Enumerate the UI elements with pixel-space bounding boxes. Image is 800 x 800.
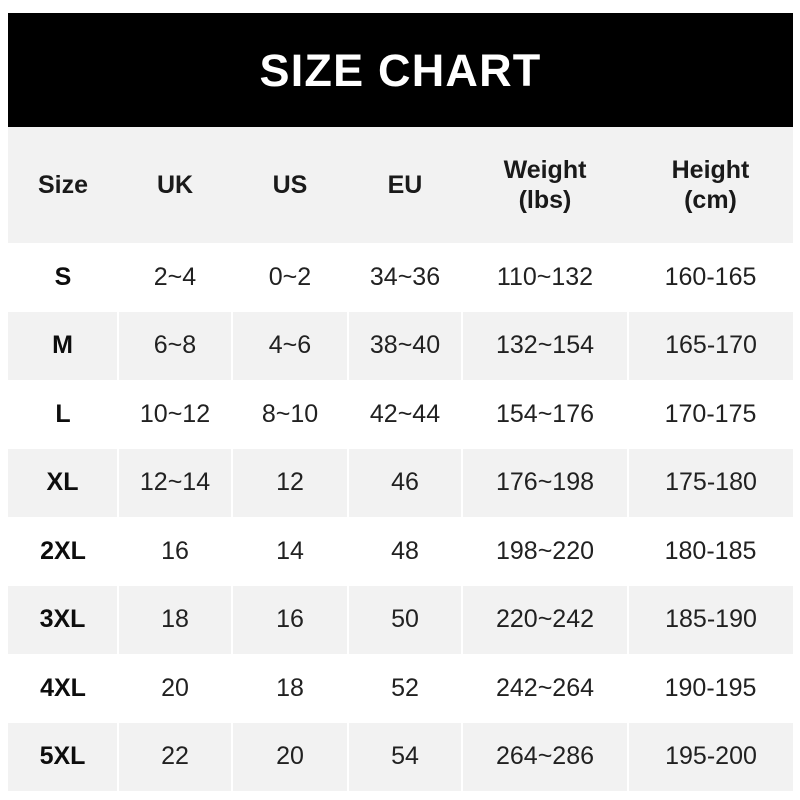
size-chart-table: Size UK US EU Weight (lbs) Height (cm) — [8, 127, 793, 791]
size-chart: SIZE CHART Size UK US EU W — [8, 13, 793, 791]
table-row: XL 12~14 12 46 176~198 175-180 — [8, 448, 793, 517]
table-body: S 2~4 0~2 34~36 110~132 160-165 M 6~8 4~… — [8, 243, 793, 791]
cell-eu: 54 — [348, 722, 463, 791]
cell-eu: 48 — [348, 517, 462, 586]
cell-height: 190-195 — [628, 654, 793, 723]
table-header-row: Size UK US EU Weight (lbs) Height (cm) — [8, 127, 793, 243]
cell-height: 185-190 — [628, 585, 793, 654]
cell-weight: 154~176 — [462, 380, 628, 449]
cell-eu: 42~44 — [348, 380, 462, 449]
cell-size: 2XL — [8, 517, 118, 586]
column-header-eu: EU — [348, 127, 462, 243]
cell-us: 14 — [232, 517, 348, 586]
column-header-uk-line1: UK — [156, 170, 194, 199]
cell-weight: 132~154 — [462, 311, 629, 380]
cell-eu: 34~36 — [348, 243, 462, 312]
column-header-us-line1: US — [272, 170, 308, 199]
cell-eu: 52 — [348, 654, 462, 723]
column-header-weight-line2: (lbs) — [518, 186, 572, 214]
cell-weight: 176~198 — [462, 448, 629, 517]
cell-weight: 198~220 — [462, 517, 628, 586]
cell-us: 8~10 — [232, 380, 348, 449]
cell-size: XL — [8, 448, 119, 517]
cell-uk: 10~12 — [118, 380, 232, 449]
cell-size: S — [8, 243, 118, 312]
column-header-height-line2: (cm) — [684, 186, 737, 214]
cell-height: 160-165 — [628, 243, 793, 312]
table-row: M 6~8 4~6 38~40 132~154 165-170 — [8, 311, 793, 380]
table-row: S 2~4 0~2 34~36 110~132 160-165 — [8, 243, 793, 312]
column-header-height-line1: Height — [671, 155, 750, 184]
cell-uk: 12~14 — [118, 448, 233, 517]
table-header: Size UK US EU Weight (lbs) Height (cm) — [8, 127, 793, 243]
column-header-size-line1: Size — [37, 170, 89, 199]
cell-us: 12 — [232, 448, 349, 517]
cell-height: 180-185 — [628, 517, 793, 586]
cell-size: M — [8, 311, 119, 380]
cell-eu: 46 — [348, 448, 463, 517]
cell-height: 170-175 — [628, 380, 793, 449]
column-header-uk: UK — [118, 127, 232, 243]
cell-uk: 20 — [118, 654, 232, 723]
cell-eu: 38~40 — [348, 311, 463, 380]
cell-size: 3XL — [8, 585, 119, 654]
table-row: L 10~12 8~10 42~44 154~176 170-175 — [8, 380, 793, 449]
page-title: SIZE CHART — [259, 44, 542, 96]
cell-uk: 2~4 — [118, 243, 232, 312]
cell-weight: 264~286 — [462, 722, 629, 791]
cell-weight: 242~264 — [462, 654, 628, 723]
cell-weight: 220~242 — [462, 585, 629, 654]
cell-uk: 16 — [118, 517, 232, 586]
table-row: 5XL 22 20 54 264~286 195-200 — [8, 722, 793, 791]
cell-us: 16 — [232, 585, 349, 654]
title-banner: SIZE CHART — [8, 13, 793, 127]
cell-height: 195-200 — [628, 722, 793, 791]
column-header-eu-line1: EU — [387, 170, 423, 199]
cell-us: 4~6 — [232, 311, 349, 380]
table-row: 3XL 18 16 50 220~242 185-190 — [8, 585, 793, 654]
cell-us: 18 — [232, 654, 348, 723]
cell-size: 4XL — [8, 654, 118, 723]
column-header-height: Height (cm) — [628, 127, 793, 243]
cell-uk: 22 — [118, 722, 233, 791]
column-header-weight-line1: Weight — [503, 155, 587, 184]
cell-us: 20 — [232, 722, 349, 791]
cell-height: 175-180 — [628, 448, 793, 517]
cell-uk: 6~8 — [118, 311, 233, 380]
column-header-size: Size — [8, 127, 118, 243]
cell-size: L — [8, 380, 118, 449]
cell-size: 5XL — [8, 722, 119, 791]
cell-height: 165-170 — [628, 311, 793, 380]
cell-weight: 110~132 — [462, 243, 628, 312]
cell-us: 0~2 — [232, 243, 348, 312]
column-header-weight: Weight (lbs) — [462, 127, 628, 243]
cell-uk: 18 — [118, 585, 233, 654]
cell-eu: 50 — [348, 585, 463, 654]
column-header-us: US — [232, 127, 348, 243]
table-row: 2XL 16 14 48 198~220 180-185 — [8, 517, 793, 586]
table-row: 4XL 20 18 52 242~264 190-195 — [8, 654, 793, 723]
